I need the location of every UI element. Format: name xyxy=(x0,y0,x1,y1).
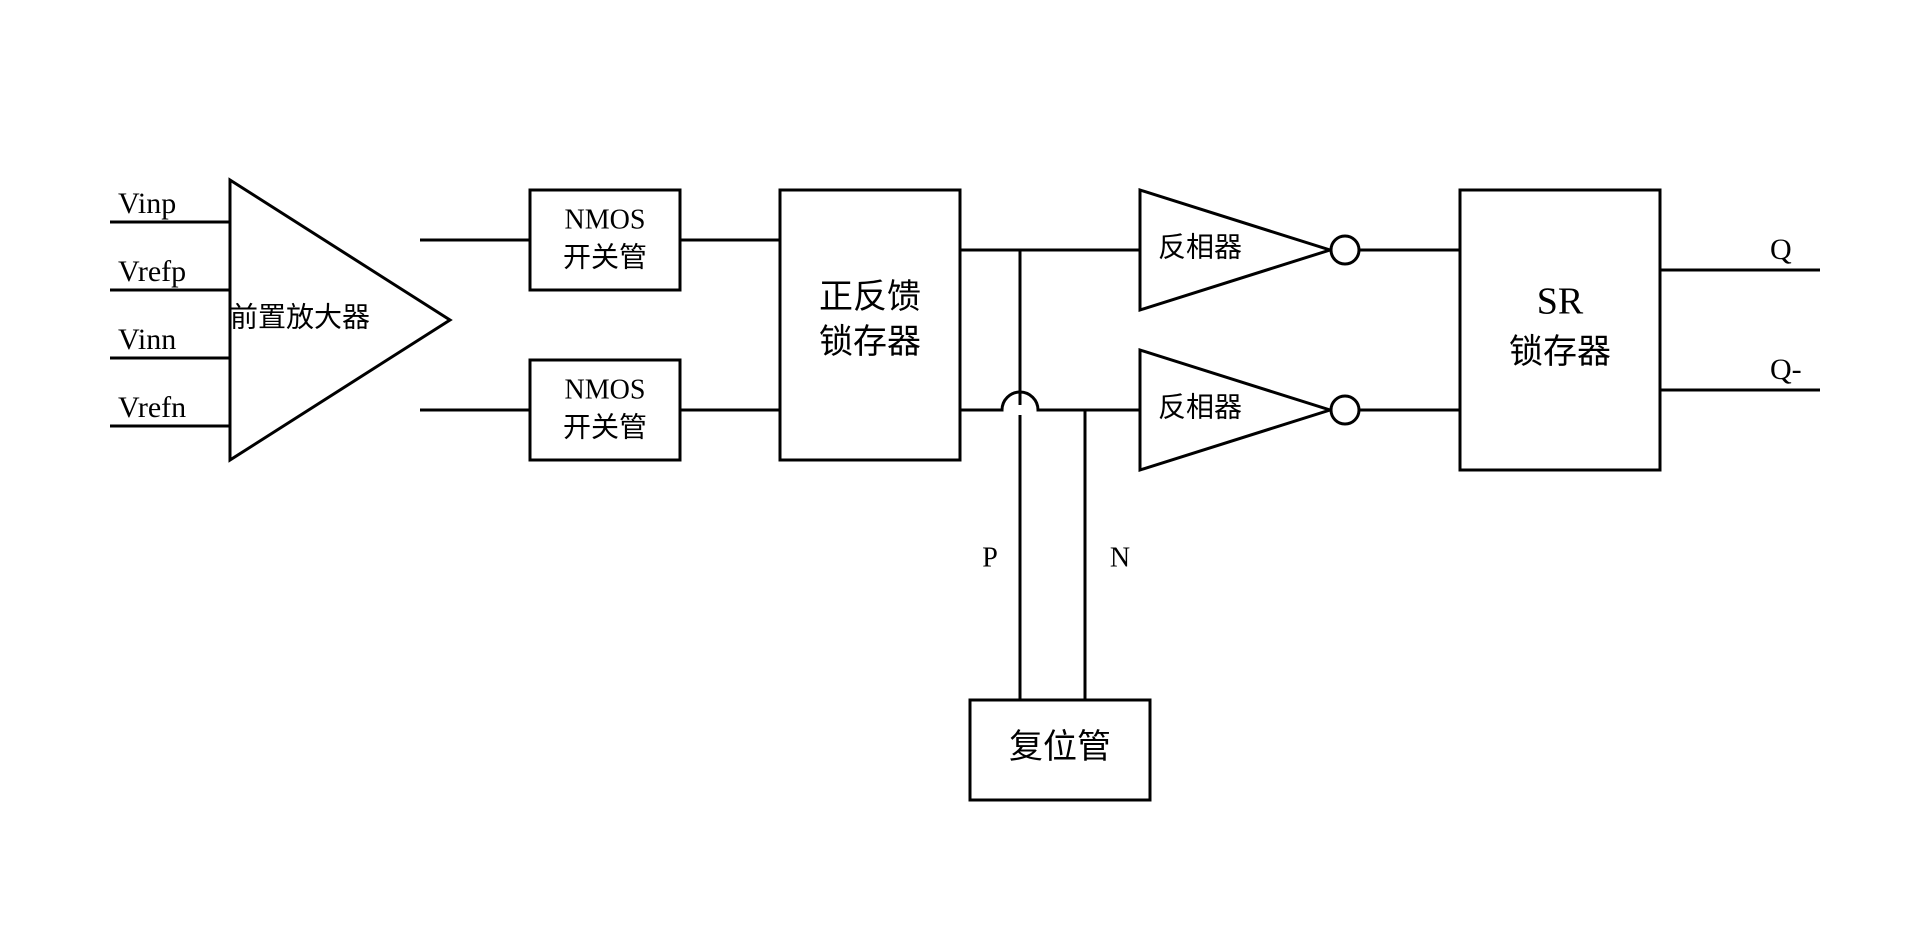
input-label-vinp: Vinp xyxy=(118,187,176,220)
pos-feedback-label2: 锁存器 xyxy=(819,323,921,361)
nmos-top-label1: NMOS xyxy=(565,204,646,235)
input-label-vinn: Vinn xyxy=(118,323,176,356)
sr-latch-block xyxy=(1460,190,1660,470)
nmos-top-label2: 开关管 xyxy=(563,241,647,273)
output-label-qn: Q- xyxy=(1770,353,1802,386)
output-label-q: Q xyxy=(1770,233,1792,266)
preamp-label: 前置放大器 xyxy=(230,301,370,333)
inverter-bottom-bubble xyxy=(1331,396,1359,424)
nmos-bottom-label2: 开关管 xyxy=(563,411,647,443)
inverter-bottom-label: 反相器 xyxy=(1158,391,1242,423)
input-label-vrefn: Vrefn xyxy=(118,391,186,424)
label-n: N xyxy=(1110,542,1130,573)
input-label-vrefp: Vrefp xyxy=(118,255,186,288)
inverter-top-bubble xyxy=(1331,236,1359,264)
sr-latch-label1: SR xyxy=(1537,281,1584,323)
label-p: P xyxy=(982,542,998,573)
wire-pf-inv-bot-hop xyxy=(960,392,1140,410)
nmos-bottom-label1: NMOS xyxy=(565,374,646,405)
reset-label: 复位管 xyxy=(1009,728,1111,766)
inverter-top-label: 反相器 xyxy=(1158,231,1242,263)
sr-latch-label2: 锁存器 xyxy=(1509,333,1611,371)
pos-feedback-label1: 正反馈 xyxy=(819,278,921,316)
